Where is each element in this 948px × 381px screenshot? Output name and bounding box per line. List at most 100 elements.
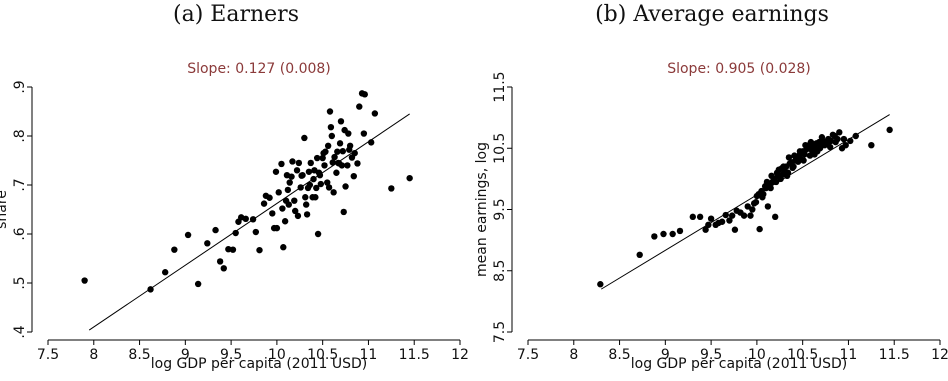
data-point bbox=[292, 207, 299, 215]
data-point bbox=[756, 225, 763, 233]
data-point bbox=[702, 226, 709, 233]
data-point bbox=[313, 154, 321, 162]
data-point bbox=[312, 194, 319, 201]
y-axis-label: share bbox=[0, 190, 10, 229]
data-point bbox=[718, 218, 726, 225]
chart-panel-1: 7.5 8 8.5 9 9.5 10 10.5 11 11.5 12 .4 .5 .6 .7 .8 .9 log… bbox=[0, 61, 469, 372]
x-tick-label: 10 bbox=[268, 347, 286, 363]
data-point bbox=[772, 178, 780, 186]
chart-panel-2: 7.5 8 8.5 9 9.5 10 10.5 11 11.5 12 7.5 8.5 9.5 10.5 11… bbox=[474, 61, 948, 372]
data-point bbox=[81, 277, 88, 284]
data-point bbox=[780, 163, 787, 170]
data-point bbox=[339, 147, 347, 155]
data-point bbox=[842, 141, 849, 149]
panel-title-average-earnings: (b) Average earnings bbox=[595, 2, 829, 27]
data-point bbox=[406, 174, 413, 182]
data-point bbox=[204, 240, 211, 247]
x-tick-label: 10 bbox=[748, 347, 766, 363]
data-point bbox=[759, 194, 766, 201]
data-point bbox=[597, 281, 604, 288]
data-point bbox=[216, 258, 224, 265]
data-point bbox=[824, 140, 831, 147]
x-tick-label: 12 bbox=[931, 347, 948, 363]
data-point bbox=[789, 164, 796, 172]
slope-annotation: Slope: 0.905 (0.028) bbox=[667, 61, 811, 77]
data-point bbox=[320, 149, 327, 157]
data-point bbox=[328, 132, 336, 140]
data-point bbox=[281, 218, 289, 225]
data-point bbox=[305, 168, 313, 175]
data-point bbox=[280, 244, 287, 251]
data-point bbox=[295, 159, 303, 167]
data-point bbox=[314, 230, 322, 238]
data-point bbox=[768, 172, 775, 180]
data-point bbox=[791, 152, 798, 159]
data-point bbox=[289, 158, 296, 165]
data-point bbox=[325, 184, 333, 191]
x-tick-label: 7.5 bbox=[517, 347, 539, 363]
data-point bbox=[802, 141, 809, 149]
data-point bbox=[696, 213, 704, 221]
data-point bbox=[324, 179, 331, 186]
y-tick-label: .6 bbox=[12, 227, 28, 240]
data-point bbox=[306, 181, 314, 189]
x-tick-label: 8.5 bbox=[128, 347, 150, 363]
x-tick-label: 10.5 bbox=[307, 347, 338, 363]
data-point bbox=[785, 154, 793, 161]
data-point bbox=[836, 129, 843, 136]
data-point bbox=[232, 229, 239, 237]
x-tick-label: 11 bbox=[360, 347, 378, 363]
y-axis-label: mean earnings, log bbox=[474, 142, 490, 277]
data-point bbox=[774, 172, 782, 180]
y-tick-label: .8 bbox=[12, 129, 28, 142]
x-tick-label: 8.5 bbox=[608, 347, 630, 363]
data-point bbox=[818, 134, 826, 141]
data-point bbox=[744, 203, 751, 210]
data-point bbox=[278, 160, 285, 168]
data-point bbox=[356, 103, 363, 110]
y-tick-label: 11.5 bbox=[492, 71, 508, 102]
data-point bbox=[266, 194, 273, 201]
data-point bbox=[313, 184, 320, 192]
data-point bbox=[286, 179, 293, 186]
data-point bbox=[194, 280, 202, 288]
data-point bbox=[707, 215, 715, 222]
data-point bbox=[660, 230, 667, 238]
x-tick-label: 11 bbox=[840, 347, 858, 363]
y-tick-label: .5 bbox=[12, 276, 28, 289]
data-point bbox=[868, 141, 875, 149]
data-point bbox=[333, 169, 340, 176]
y-tick-label: .9 bbox=[12, 80, 28, 93]
data-point bbox=[749, 206, 756, 213]
data-point bbox=[184, 231, 192, 239]
data-point bbox=[269, 210, 276, 217]
data-point bbox=[772, 213, 779, 221]
data-point bbox=[303, 211, 311, 218]
data-point bbox=[299, 172, 306, 179]
data-point bbox=[256, 246, 263, 254]
data-point bbox=[212, 226, 219, 234]
data-point bbox=[317, 180, 325, 188]
data-point bbox=[361, 91, 368, 98]
panel-title-earners: (a) Earners bbox=[173, 2, 299, 27]
x-tick-label: 8 bbox=[89, 347, 98, 363]
data-point bbox=[722, 211, 729, 219]
data-point bbox=[886, 126, 893, 134]
data-point bbox=[726, 217, 733, 224]
x-tick-label: 9 bbox=[661, 347, 670, 363]
y-tick-label: 8.5 bbox=[492, 260, 508, 282]
data-point bbox=[291, 197, 298, 204]
x-tick-label: 7.5 bbox=[37, 347, 59, 363]
data-point bbox=[283, 172, 291, 179]
data-point bbox=[752, 198, 760, 206]
data-point bbox=[171, 246, 178, 253]
data-point bbox=[321, 162, 328, 169]
x-axis-label: log GDP per capita (2011 USD) bbox=[151, 356, 368, 372]
data-point bbox=[293, 167, 301, 174]
data-point bbox=[669, 230, 676, 238]
x-tick-label: 11.5 bbox=[879, 347, 910, 363]
y-tick-label: .4 bbox=[12, 325, 28, 338]
data-point bbox=[360, 130, 368, 137]
data-point bbox=[275, 189, 282, 196]
data-point bbox=[272, 168, 280, 175]
